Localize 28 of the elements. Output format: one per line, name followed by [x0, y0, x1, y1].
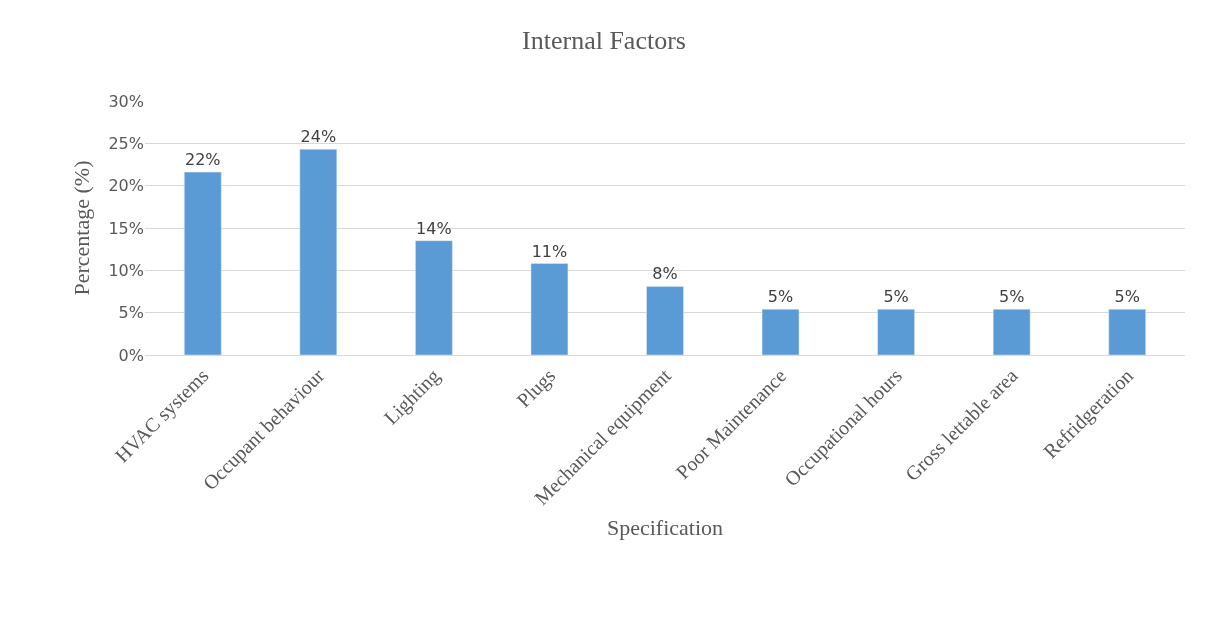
- data-label: 22%: [185, 150, 221, 170]
- data-label: 8%: [652, 264, 678, 284]
- data-label: 5%: [883, 287, 909, 307]
- data-label: 11%: [531, 241, 568, 261]
- bar: [415, 240, 453, 355]
- bar: [299, 149, 338, 355]
- y-tick-label: 15%: [108, 218, 144, 238]
- bar: [761, 309, 800, 355]
- y-tick-label: 5%: [118, 303, 144, 323]
- data-label: 5%: [998, 287, 1025, 307]
- y-tick-label: 10%: [108, 260, 144, 280]
- y-tick-label: 20%: [108, 176, 144, 196]
- data-label: 14%: [416, 218, 452, 238]
- y-axis-title: Percentage (%): [69, 160, 95, 296]
- bar: [992, 309, 1031, 355]
- y-tick-label: 25%: [108, 133, 144, 153]
- bar: [184, 171, 222, 355]
- bar: [1108, 309, 1146, 355]
- bar: [646, 286, 684, 355]
- data-label: 5%: [767, 287, 794, 307]
- bar: [877, 309, 915, 355]
- x-axis-title: Specification: [606, 514, 724, 540]
- data-label: 24%: [300, 127, 337, 147]
- data-label: 5%: [1114, 287, 1140, 307]
- y-tick-label: 30%: [108, 91, 144, 111]
- chart-title: Internal Factors: [522, 26, 686, 56]
- y-tick-label: 0%: [118, 345, 144, 365]
- bar: [530, 263, 569, 355]
